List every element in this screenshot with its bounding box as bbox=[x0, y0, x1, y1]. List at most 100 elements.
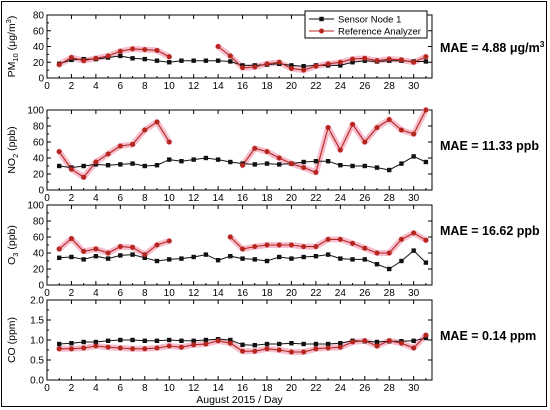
x-tick-label: 24 bbox=[335, 288, 347, 299]
sensor-point bbox=[191, 157, 196, 162]
sensor-point bbox=[350, 163, 355, 169]
x-tick-label: 14 bbox=[213, 81, 225, 92]
reference-point bbox=[301, 349, 307, 355]
reference-point bbox=[154, 345, 160, 351]
x-tick-label: 4 bbox=[93, 383, 99, 394]
x-tick-label: 6 bbox=[118, 81, 124, 92]
x-tick-label: 22 bbox=[310, 288, 322, 299]
x-tick-label: 26 bbox=[359, 288, 371, 299]
reference-point bbox=[362, 338, 368, 344]
sensor-point bbox=[142, 255, 147, 260]
sensor-point bbox=[142, 163, 147, 169]
reference-point bbox=[411, 345, 417, 351]
plot-frame bbox=[46, 299, 433, 381]
x-tick-label: 18 bbox=[261, 383, 273, 394]
legend-reference-marker bbox=[319, 28, 324, 34]
sensor-point bbox=[154, 258, 160, 264]
reference-point bbox=[276, 155, 282, 161]
sensor-point bbox=[252, 162, 257, 167]
sensor-point bbox=[228, 59, 233, 64]
sensor-point bbox=[362, 257, 367, 262]
reference-point bbox=[252, 145, 258, 151]
y-tick-label: 100 bbox=[27, 106, 44, 117]
sensor-point bbox=[105, 256, 111, 261]
y-axis-label: NO2 (ppb) bbox=[6, 126, 20, 173]
reference-point bbox=[276, 59, 282, 65]
sensor-point bbox=[301, 341, 306, 347]
reference-point bbox=[350, 339, 356, 345]
legend-entry-label: Sensor Node 1 bbox=[338, 15, 401, 26]
sensor-point bbox=[118, 253, 123, 258]
reference-point bbox=[288, 161, 294, 167]
x-tick-label: 30 bbox=[408, 193, 420, 204]
mae-label: MAE = 4.88 μg/m3 bbox=[440, 39, 545, 55]
x-tick-label: 22 bbox=[310, 193, 322, 204]
reference-point bbox=[68, 236, 74, 242]
reference-point bbox=[191, 342, 197, 348]
reference-point bbox=[252, 348, 258, 354]
sensor-point bbox=[215, 258, 221, 263]
x-tick-label: 14 bbox=[213, 193, 225, 204]
sensor-point bbox=[154, 58, 160, 63]
y-tick-label: 60 bbox=[33, 138, 45, 149]
reference-point bbox=[240, 246, 246, 252]
reference-point bbox=[166, 343, 172, 349]
x-tick-label: 30 bbox=[408, 383, 420, 394]
reference-point bbox=[240, 348, 246, 354]
reference-point bbox=[105, 151, 111, 157]
reference-point bbox=[166, 54, 172, 60]
sensor-point bbox=[179, 338, 184, 343]
x-tick-label: 4 bbox=[93, 193, 99, 204]
sensor-point bbox=[167, 157, 172, 162]
reference-point bbox=[142, 127, 148, 133]
reference-point bbox=[423, 54, 429, 60]
reference-point bbox=[81, 345, 87, 351]
x-tick-label: 2 bbox=[69, 81, 75, 92]
x-tick-label: 8 bbox=[142, 81, 148, 92]
x-tick-label: 22 bbox=[310, 81, 322, 92]
sensor-point bbox=[203, 155, 209, 161]
sensor-point bbox=[203, 252, 209, 257]
y-tick-label: 80 bbox=[33, 217, 45, 228]
sensor-point bbox=[277, 341, 282, 347]
sensor-point bbox=[301, 254, 306, 260]
x-tick-label: 18 bbox=[261, 193, 273, 204]
x-tick-label: 22 bbox=[310, 383, 322, 394]
reference-point bbox=[276, 347, 282, 353]
reference-point bbox=[313, 169, 319, 175]
sensor-point bbox=[130, 337, 135, 343]
reference-point bbox=[203, 341, 209, 347]
sensor-point bbox=[105, 163, 111, 168]
sensor-point bbox=[325, 341, 331, 347]
reference-band bbox=[215, 43, 429, 74]
plot-frame bbox=[46, 109, 433, 191]
sensor-point bbox=[167, 337, 172, 343]
reference-point bbox=[386, 338, 392, 344]
reference-point bbox=[337, 147, 343, 153]
reference-point bbox=[325, 61, 331, 67]
y-tick-label: 60 bbox=[33, 26, 45, 37]
sensor-point bbox=[142, 338, 147, 343]
reference-line bbox=[58, 48, 170, 66]
reference-point bbox=[105, 250, 111, 256]
reference-point bbox=[350, 56, 356, 62]
reference-point bbox=[215, 338, 221, 344]
sensor-point bbox=[154, 163, 160, 168]
sensor-point bbox=[399, 161, 404, 166]
sensor-point bbox=[252, 257, 257, 262]
sensor-point bbox=[130, 56, 135, 61]
sensor-point bbox=[277, 162, 282, 167]
reference-point bbox=[93, 159, 99, 165]
y-axis-label: PM10 (μg/m3) bbox=[4, 16, 20, 78]
x-tick-label: 6 bbox=[118, 193, 124, 204]
sensor-point bbox=[81, 257, 86, 262]
reference-point bbox=[215, 44, 221, 49]
reference-point bbox=[362, 55, 368, 61]
sensor-point bbox=[81, 339, 86, 345]
x-tick-label: 24 bbox=[335, 383, 347, 394]
sensor-point bbox=[313, 341, 319, 347]
sensor-point bbox=[167, 257, 172, 262]
x-tick-label: 16 bbox=[237, 193, 249, 204]
sensor-point bbox=[57, 255, 62, 260]
